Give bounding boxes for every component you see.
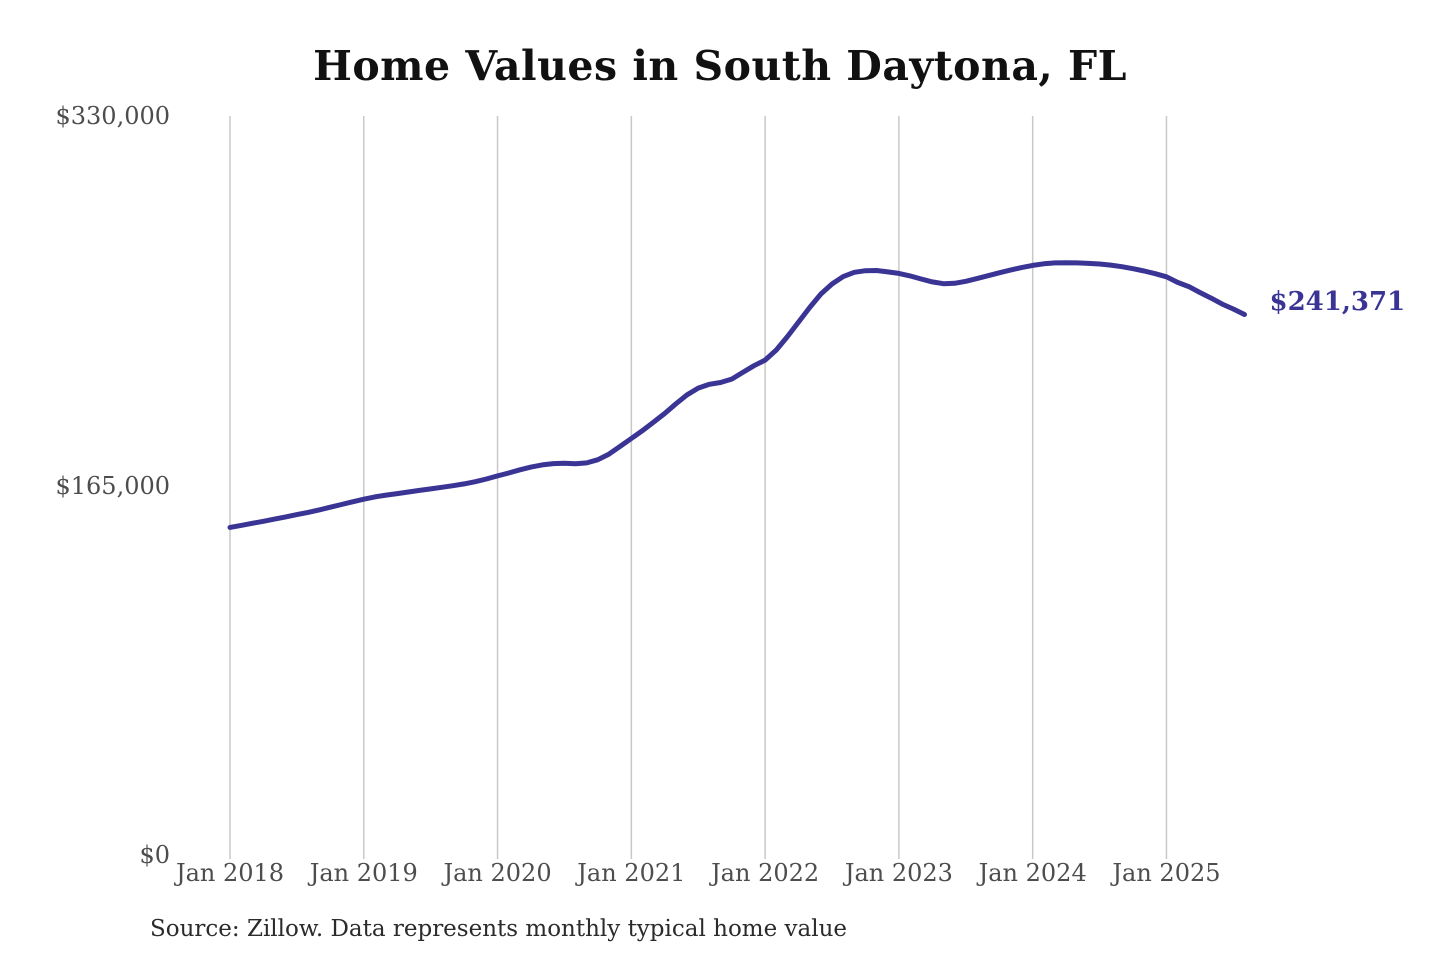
- current-value-label: $241,371: [1269, 287, 1406, 318]
- x-tick-label: Jan 2020: [443, 859, 552, 887]
- gridlines-group: [229, 116, 1168, 859]
- y-tick-label: $165,000: [55, 471, 170, 500]
- x-tick-label: Jan 2019: [309, 859, 418, 887]
- source-note: Source: Zillow. Data represents monthly …: [150, 916, 848, 942]
- x-tick-label: Jan 2022: [711, 859, 820, 887]
- x-tick-label: Jan 2024: [978, 859, 1087, 887]
- x-tick-label: Jan 2025: [1112, 859, 1221, 887]
- x-tick-label: Jan 2023: [844, 859, 953, 887]
- x-tick-label: Jan 2018: [175, 859, 285, 887]
- x-tick-label: Jan 2021: [577, 859, 686, 887]
- y-tick-label: $0: [139, 841, 170, 869]
- y-tick-label: $330,000: [55, 102, 170, 130]
- chart-title: Home Values in South Daytona, FL: [313, 42, 1127, 90]
- home-value-line: [227, 260, 1247, 530]
